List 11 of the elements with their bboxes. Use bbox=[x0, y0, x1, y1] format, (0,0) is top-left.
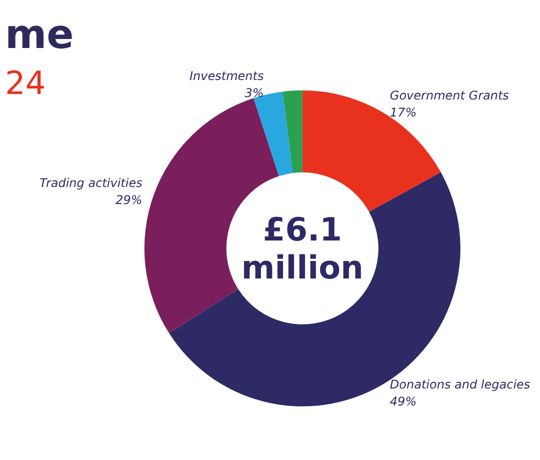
chart-title: me bbox=[5, 12, 74, 58]
slice-label: Donations and legacies bbox=[390, 378, 530, 392]
data-label: 49% bbox=[390, 394, 417, 409]
text: £6.1 million bbox=[241, 210, 364, 286]
slice-label: Trading activities bbox=[40, 176, 142, 190]
slice-label: Investments bbox=[190, 68, 264, 83]
data-label: 17% bbox=[390, 105, 417, 120]
chart-subtitle: 24 bbox=[5, 64, 46, 102]
data-label: 3% bbox=[244, 86, 264, 100]
slice-label: Government Grants bbox=[390, 88, 509, 102]
data-label: 29% bbox=[116, 192, 142, 207]
